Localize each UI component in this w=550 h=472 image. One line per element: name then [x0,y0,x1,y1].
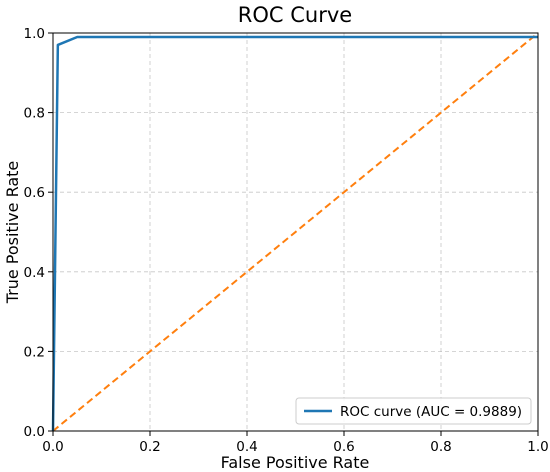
x-tick-label: 0.8 [430,439,451,455]
legend-box [295,397,532,425]
y-tick-label: 1.0 [24,26,45,42]
legend: ROC curve (AUC = 0.9889) [295,397,532,425]
x-tick-label: 0.0 [42,439,63,455]
chart-title: ROC Curve [238,3,352,27]
chance-diagonal-line [52,32,539,432]
legend-label-roc: ROC curve (AUC = 0.9889) [340,404,522,420]
x-axis-label: False Positive Rate [221,453,370,472]
x-tick-label: 0.2 [139,439,160,455]
y-axis-label: True Positive Rate [3,161,22,305]
y-tick-label: 0.4 [24,265,45,281]
tick-layer: 0.0 0.2 0.4 0.6 0.8 1.0 0.0 0.2 0.4 0.6 0.8 1.0 [24,26,549,455]
y-tick-label: 0.0 [24,424,45,440]
x-tick-label: 0.4 [236,439,257,455]
x-tick-label: 0.6 [333,439,354,455]
series-layer [51,32,539,432]
y-tick-label: 0.2 [24,344,45,360]
y-tick-label: 0.6 [24,185,45,201]
plot-frame [52,32,539,432]
roc-curve-line [51,35,538,432]
x-tick-label: 1.0 [527,439,548,455]
y-tick-label: 0.8 [24,106,45,122]
